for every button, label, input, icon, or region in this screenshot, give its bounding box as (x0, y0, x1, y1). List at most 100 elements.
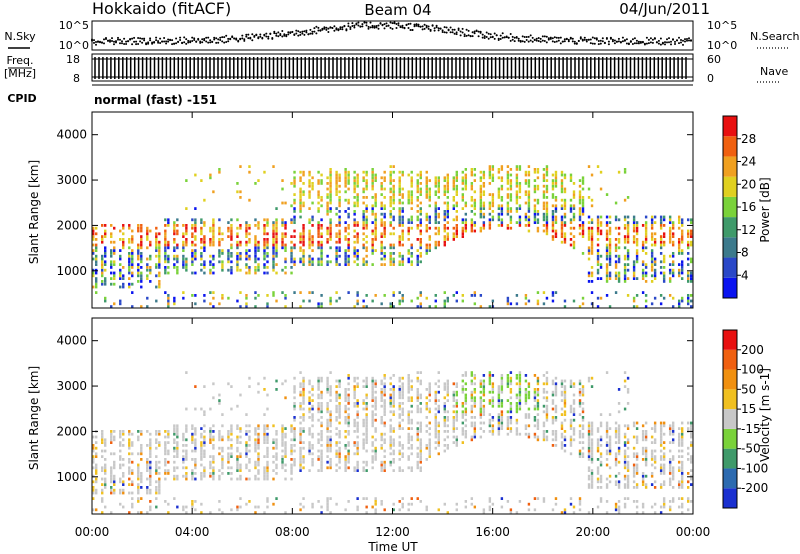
heatmap-cell (443, 218, 446, 222)
heatmap-cell (149, 271, 152, 275)
heatmap-cell (254, 260, 257, 264)
heatmap-cell (338, 407, 341, 411)
nsky-point (241, 34, 244, 37)
heatmap-cell (335, 455, 338, 458)
heatmap-cell (500, 207, 504, 210)
heatmap-cell (533, 407, 537, 411)
heatmap-cell (488, 201, 492, 205)
nsky-point (623, 39, 626, 42)
heatmap-cell (200, 452, 203, 456)
heatmap-cell (497, 190, 501, 194)
heatmap-cell (320, 421, 323, 425)
heatmap-cell (428, 382, 431, 386)
heatmap-cell (470, 294, 474, 297)
heatmap-cell (194, 218, 197, 222)
heatmap-cell (536, 497, 540, 500)
heatmap-cell (506, 427, 510, 430)
heatmap-cell (173, 296, 176, 300)
heatmap-cell (230, 430, 233, 433)
heatmap-cell (383, 257, 386, 261)
heatmap-cell (398, 435, 401, 439)
heatmap-cell (308, 432, 311, 436)
heatmap-cell (536, 393, 540, 397)
heatmap-cell (437, 404, 440, 408)
colorbar-tick-label: 12 (741, 223, 756, 237)
heatmap-cell (419, 238, 422, 241)
heatmap-cell (527, 432, 531, 436)
heatmap-cell (419, 291, 422, 294)
heatmap-cell (644, 215, 648, 219)
heatmap-cell (536, 212, 540, 216)
heatmap-cell (203, 466, 206, 470)
heatmap-cell (236, 404, 239, 408)
heatmap-cell (653, 277, 657, 280)
heatmap-cell (419, 424, 422, 428)
heatmap-cell (443, 382, 446, 386)
nsky-point (129, 38, 132, 40)
heatmap-cell (230, 243, 233, 247)
heatmap-cell (284, 477, 287, 481)
heatmap-cell (245, 294, 248, 297)
heatmap-cell (353, 246, 356, 250)
heatmap-cell (446, 176, 449, 180)
heatmap-cell (473, 402, 477, 405)
heatmap-cell (497, 402, 501, 405)
heatmap-cell (317, 193, 320, 196)
heatmap-cell (194, 472, 197, 475)
heatmap-cell (356, 413, 359, 416)
heatmap-cell (554, 207, 558, 210)
heatmap-cell (158, 254, 161, 258)
nsky-point (501, 32, 504, 35)
heatmap-cell (410, 184, 413, 188)
heatmap-cell (608, 240, 612, 244)
heatmap-cell (470, 438, 474, 442)
heatmap-cell (95, 238, 98, 241)
heatmap-cell (518, 371, 522, 374)
heatmap-cell (191, 438, 194, 442)
heatmap-cell (146, 486, 149, 489)
heatmap-cell (587, 274, 591, 278)
heatmap-cell (506, 170, 510, 174)
nsky-point (591, 36, 594, 39)
heatmap-cell (230, 224, 233, 227)
heatmap-cell (398, 176, 401, 180)
heatmap-cell (536, 226, 540, 230)
heatmap-cell (194, 254, 197, 258)
heatmap-cell (308, 452, 311, 456)
heatmap-cell (581, 204, 585, 208)
nsky-point (207, 36, 210, 39)
heatmap-cell (290, 472, 293, 475)
nsky-point (499, 38, 502, 40)
heatmap-cell (470, 173, 474, 177)
heatmap-cell (560, 184, 564, 188)
heatmap-cell (158, 280, 161, 283)
heatmap-cell (428, 215, 431, 219)
heatmap-cell (464, 229, 468, 233)
heatmap-cell (194, 432, 197, 436)
heatmap-cell (554, 198, 558, 202)
heatmap-cell (185, 407, 188, 411)
heatmap-cell (590, 302, 594, 306)
heatmap-cell (455, 173, 458, 177)
heatmap-cell (446, 204, 449, 208)
nsky-point (243, 39, 246, 42)
heatmap-cell (131, 229, 134, 233)
heatmap-cell (587, 196, 591, 199)
heatmap-cell (173, 449, 176, 453)
heatmap-cell (356, 184, 359, 188)
heatmap-cell (443, 444, 446, 447)
heatmap-cell (482, 176, 486, 180)
heatmap-cell (671, 274, 675, 278)
heatmap-cell (245, 424, 248, 428)
heatmap-cell (173, 226, 176, 230)
heatmap-cell (596, 238, 600, 241)
heatmap-cell (407, 190, 410, 194)
heatmap-cell (383, 176, 386, 180)
heatmap-cell (137, 430, 140, 433)
freq-label: Freq. (6, 54, 33, 67)
heatmap-cell (437, 424, 440, 428)
heatmap-cell (101, 224, 104, 227)
heatmap-cell (686, 232, 690, 236)
heatmap-cell (293, 390, 296, 394)
heatmap-cell (383, 441, 386, 444)
